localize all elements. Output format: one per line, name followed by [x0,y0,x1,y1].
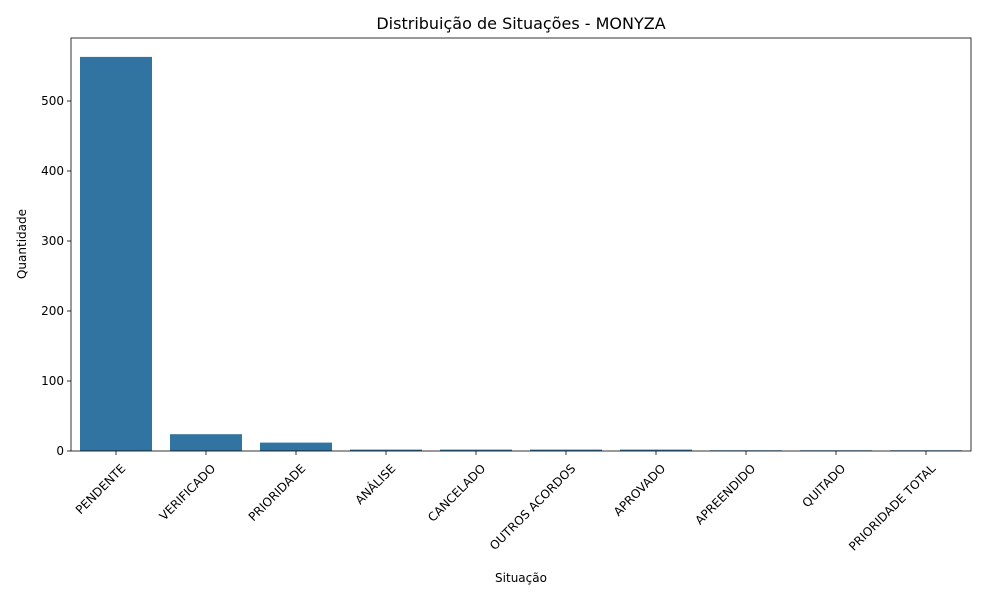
x-tick-label-3: ANÁLISE [352,461,399,508]
y-tick-label-5: 500 [41,94,64,108]
y-tick-label-2: 200 [41,304,64,318]
bar-6 [620,449,692,451]
plot-area: PENDENTE VERIFICADO PRIORIDADE ANÁLISE CANCE… [41,37,972,554]
x-tick-label-6: APROVADO [611,461,669,519]
bar-2 [260,442,332,451]
bar-3 [350,449,422,451]
y-tick-label-0: 0 [56,444,64,458]
x-tick-label-4: CANCELADO [425,461,488,524]
plot-frame [70,37,972,452]
bar-5 [530,449,602,451]
x-tick-label-0: PENDENTE [73,461,129,517]
x-tick-label-5: OUTROS ACORDOS [487,461,578,552]
bar-1 [170,434,242,451]
x-tick-label-1: VERIFICADO [157,461,219,523]
x-tick-label-8: QUITADO [800,461,849,510]
x-tick-label-7: APREENDIDO [692,461,758,527]
y-tick-label-1: 100 [41,374,64,388]
bar-4 [440,449,512,451]
bar-0 [80,56,152,452]
y-tick-label-3: 300 [41,234,64,248]
y-axis-label: Quantidade [15,209,29,279]
chart-title: Distribuição de Situações - MONYZA [376,14,665,33]
x-tick-label-9: PRIORIDADE TOTAL [846,461,938,553]
x-tick-label-2: PRIORIDADE [246,461,309,524]
x-axis-label: Situação [495,571,547,585]
y-tick-label-4: 400 [41,164,64,178]
